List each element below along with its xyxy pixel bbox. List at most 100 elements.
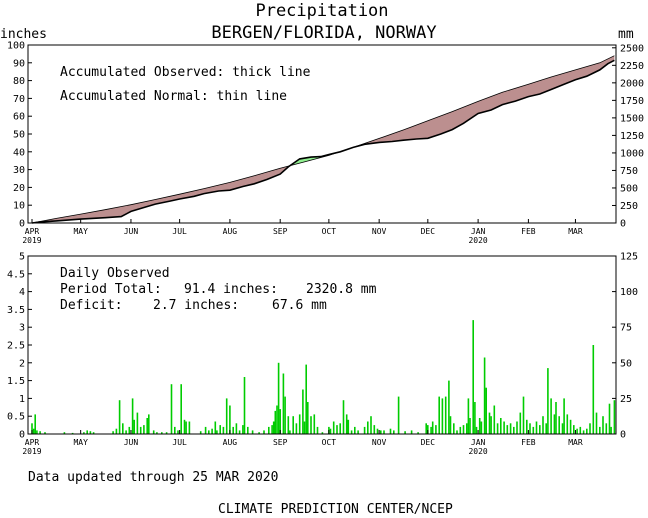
y-tick-label: 0: [19, 219, 25, 230]
year-label: 2020: [468, 447, 487, 456]
normal-line: [31, 55, 615, 224]
month-tick-label: SEP: [273, 438, 288, 447]
daily-bar: [613, 400, 616, 434]
daily-bar: [303, 421, 306, 434]
y-tick-label: 1: [19, 394, 25, 405]
daily-observed-title: Daily Observed: [60, 266, 170, 281]
daily-bar: [316, 426, 319, 434]
daily-bar: [493, 405, 496, 434]
y-tick-label: 20: [13, 183, 25, 194]
daily-bar: [313, 414, 316, 434]
daily-bar: [410, 430, 413, 434]
daily-bar: [380, 430, 382, 434]
daily-bar: [599, 426, 601, 434]
y-tick-label: 40: [13, 147, 25, 158]
y-tick-label: 10: [13, 201, 25, 212]
daily-bar: [148, 414, 150, 434]
daily-bar: [608, 403, 611, 434]
daily-bar: [298, 414, 301, 434]
data-updated-note: Data updated through 25 MAR 2020: [28, 470, 278, 485]
period-total-label: Period Total:: [60, 282, 162, 297]
y-tick-label: 5: [19, 252, 25, 263]
daily-bar: [561, 423, 564, 434]
daily-bar: [485, 387, 487, 434]
daily-bar: [553, 414, 556, 434]
daily-bar: [383, 430, 385, 434]
y-tick-label: 80: [13, 76, 25, 87]
y2-tick-label: 2500: [620, 43, 644, 54]
daily-bar: [204, 426, 207, 434]
daily-bar: [478, 418, 481, 434]
month-tick-label: NOV: [372, 438, 387, 447]
daily-bar: [363, 426, 366, 434]
y-tick-label: 60: [13, 112, 25, 123]
daily-bar: [610, 426, 612, 434]
month-tick-label: MAY: [73, 227, 88, 236]
daily-bar: [404, 431, 406, 434]
daily-bar: [354, 426, 356, 434]
daily-bar: [367, 421, 369, 434]
period-total-mm: 2320.8 mm: [306, 282, 377, 297]
year-label: 2020: [468, 236, 487, 245]
y2-tick-label: 500: [620, 183, 638, 194]
daily-bar: [339, 423, 341, 434]
daily-bar: [272, 421, 275, 434]
y-tick-label: 4.5: [7, 269, 25, 280]
y-tick-label: 3: [19, 323, 25, 334]
daily-bar: [83, 432, 85, 434]
daily-bar: [456, 430, 458, 434]
daily-bar: [438, 396, 440, 434]
y2-tick-label: 1750: [620, 96, 644, 107]
top-right-axis-unit: mm: [618, 27, 634, 42]
chart-subtitle: BERGEN/FLORIDA, NORWAY: [211, 23, 436, 43]
y2-tick-label: 2250: [620, 61, 644, 72]
y-tick-label: 90: [13, 58, 25, 69]
daily-bar: [188, 421, 191, 434]
daily-bar: [475, 426, 478, 434]
daily-bar: [480, 421, 483, 434]
daily-bar: [321, 432, 324, 434]
daily-bar: [133, 419, 135, 434]
daily-bar: [307, 402, 309, 434]
daily-bar: [490, 416, 492, 434]
daily-bar: [579, 426, 582, 434]
daily-bar: [441, 398, 444, 434]
year-label: 2019: [22, 236, 41, 245]
daily-bar: [453, 423, 455, 434]
daily-bar: [496, 423, 499, 434]
daily-bar: [545, 423, 547, 434]
daily-bar: [284, 396, 286, 434]
daily-bar: [258, 432, 260, 434]
daily-bar: [513, 426, 515, 434]
daily-bar: [31, 423, 33, 434]
daily-bar: [347, 419, 350, 434]
daily-bar: [558, 416, 560, 434]
daily-bar: [235, 423, 238, 434]
daily-bar: [131, 398, 134, 434]
daily-bar: [274, 410, 277, 434]
daily-bar: [177, 430, 179, 434]
month-tick-label: AUG: [223, 227, 238, 236]
daily-bar: [199, 431, 202, 434]
daily-bar: [122, 423, 124, 434]
month-tick-label: AUG: [223, 438, 238, 447]
daily-bar: [282, 373, 285, 434]
daily-bar: [287, 416, 290, 434]
daily-bar: [532, 426, 535, 434]
month-tick-label: JUL: [172, 227, 187, 236]
daily-bar: [180, 384, 182, 434]
period-total-inches: 91.4 inches:: [184, 282, 278, 297]
deficit-area: [32, 165, 290, 223]
daily-bar: [569, 419, 572, 434]
daily-bar: [332, 421, 335, 434]
daily-bar: [506, 425, 509, 434]
daily-bar: [469, 418, 471, 434]
daily-bar: [170, 384, 173, 434]
month-tick-label: NOV: [372, 227, 387, 236]
y2-tick-label: 2000: [620, 78, 644, 89]
y2-tick-label: 0: [620, 219, 626, 230]
daily-bar: [522, 396, 525, 434]
daily-bar: [112, 431, 114, 434]
y2-tick-label: 75: [620, 323, 632, 334]
daily-bar: [605, 423, 608, 434]
